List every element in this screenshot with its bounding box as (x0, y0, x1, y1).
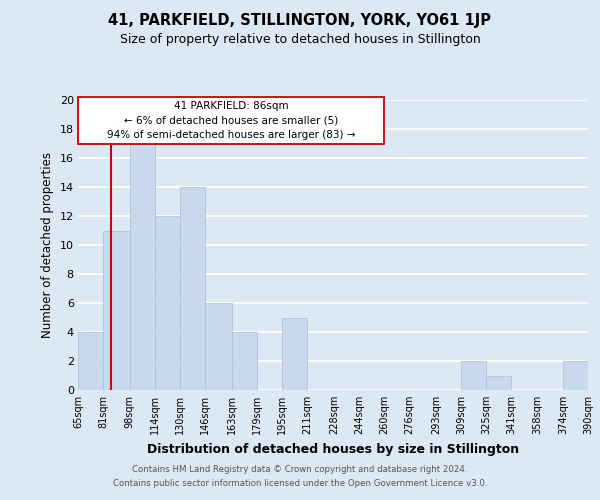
Bar (563, 361, 588, 390)
Bar (130, 144, 155, 390)
Bar (103, 230, 130, 390)
Text: 41 PARKFIELD: 86sqm
← 6% of detached houses are smaller (5)
94% of semi-detached: 41 PARKFIELD: 86sqm ← 6% of detached hou… (107, 100, 355, 140)
Bar (282, 318, 307, 390)
Y-axis label: Number of detached properties: Number of detached properties (41, 152, 54, 338)
Bar (155, 216, 180, 390)
Bar (232, 332, 257, 390)
X-axis label: Distribution of detached houses by size in Stillington: Distribution of detached houses by size … (147, 442, 519, 456)
Bar (180, 187, 205, 390)
Text: Size of property relative to detached houses in Stillington: Size of property relative to detached ho… (119, 32, 481, 46)
Bar (486, 376, 511, 390)
Text: Contains HM Land Registry data © Crown copyright and database right 2024.
Contai: Contains HM Land Registry data © Crown c… (113, 466, 487, 487)
Bar (205, 303, 232, 390)
FancyBboxPatch shape (78, 97, 384, 144)
Bar (461, 361, 486, 390)
Bar (78, 332, 103, 390)
Text: 41, PARKFIELD, STILLINGTON, YORK, YO61 1JP: 41, PARKFIELD, STILLINGTON, YORK, YO61 1… (109, 12, 491, 28)
